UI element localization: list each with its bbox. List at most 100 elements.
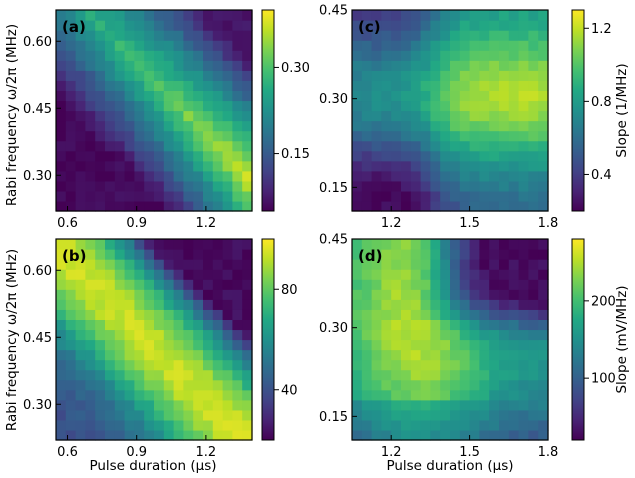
heatmap-cell — [410, 80, 422, 91]
heatmap-cell — [173, 170, 184, 182]
heatmap-cell — [85, 259, 96, 270]
heatmap-cell — [144, 90, 155, 102]
x-axis-title-right: Pulse duration (μs) — [386, 458, 513, 474]
heatmap-cell — [371, 419, 382, 431]
heatmap-cell — [114, 359, 126, 371]
heatmap-cell — [222, 279, 233, 290]
heatmap-cell — [222, 60, 233, 71]
heatmap-cell — [450, 409, 461, 421]
heatmap-cell — [518, 309, 529, 320]
heatmap-cell — [173, 339, 184, 351]
heatmap-cell — [75, 200, 86, 212]
panel-label: (d) — [358, 247, 382, 265]
heatmap-cell — [401, 100, 412, 112]
heatmap-cell — [193, 269, 204, 280]
heatmap-cell — [105, 319, 116, 331]
heatmap-cell — [242, 429, 253, 441]
heatmap-cell — [144, 379, 155, 391]
heatmap-cell — [371, 10, 382, 21]
y-tick-label: 0.30 — [23, 169, 52, 184]
heatmap-cell — [410, 120, 422, 132]
heatmap-cell — [538, 319, 549, 331]
heatmap-cell — [469, 60, 480, 71]
heatmap-cell — [401, 299, 412, 310]
heatmap-cell — [173, 40, 184, 51]
heatmap-cell — [105, 120, 116, 132]
heatmap-cell — [232, 359, 243, 371]
heatmap-cell — [391, 20, 402, 31]
heatmap-cell — [183, 429, 194, 441]
heatmap-cell — [361, 329, 373, 341]
heatmap-cell — [212, 309, 224, 320]
heatmap-cell — [371, 319, 382, 331]
heatmap-cell — [114, 389, 126, 401]
heatmap-cell — [489, 339, 500, 351]
heatmap-cell — [85, 150, 96, 162]
heatmap-cell — [469, 170, 480, 182]
heatmap-cell — [242, 10, 253, 21]
heatmap-cell — [391, 309, 402, 320]
heatmap-cell — [401, 249, 412, 260]
heatmap-cell — [222, 40, 233, 51]
heatmap-cell — [352, 269, 363, 280]
heatmap-cell — [401, 419, 412, 431]
heatmap-cell — [450, 419, 461, 431]
heatmap-cell — [203, 40, 214, 51]
colorbar-tick-label: 80 — [281, 283, 298, 298]
heatmap-cell — [183, 90, 194, 102]
heatmap-cell — [518, 130, 529, 142]
heatmap-cell — [352, 60, 363, 71]
heatmap-cell — [114, 239, 126, 250]
heatmap-cell — [212, 110, 224, 122]
heatmap-cell — [499, 379, 510, 391]
heatmap-cell — [56, 50, 67, 61]
heatmap-cell — [410, 279, 422, 290]
heatmap-cell — [410, 309, 422, 320]
heatmap-cell — [144, 249, 155, 260]
heatmap-cell — [193, 389, 204, 401]
heatmap-cell — [154, 279, 165, 290]
heatmap-cell — [212, 170, 224, 182]
heatmap-cell — [410, 190, 422, 202]
heatmap-cell — [56, 110, 67, 122]
heatmap-cell — [144, 349, 155, 361]
heatmap-cell — [183, 399, 194, 411]
heatmap-cell — [352, 349, 363, 361]
heatmap-cell — [85, 379, 96, 391]
heatmap-cell — [163, 60, 175, 71]
heatmap-cell — [232, 269, 243, 280]
heatmap-cell — [381, 140, 392, 152]
heatmap-cell — [203, 239, 214, 250]
heatmap-cell — [203, 110, 214, 122]
heatmap-cell — [75, 279, 86, 290]
heatmap-cell — [508, 279, 520, 290]
heatmap-cell — [420, 110, 431, 122]
heatmap-cell — [56, 359, 67, 371]
heatmap-cell — [242, 60, 253, 71]
heatmap-cell — [75, 389, 86, 401]
heatmap-cell — [381, 319, 392, 331]
heatmap-cell — [391, 419, 402, 431]
heatmap-cell — [381, 100, 392, 112]
heatmap-cell — [95, 239, 106, 250]
heatmap-cell — [65, 160, 77, 172]
heatmap-cell — [212, 30, 224, 41]
heatmap-cell — [183, 160, 194, 172]
heatmap-cell — [508, 200, 520, 212]
heatmap-cell — [401, 369, 412, 381]
heatmap-cell — [538, 110, 549, 122]
heatmap-cell — [361, 180, 373, 192]
heatmap-cell — [352, 100, 363, 112]
heatmap-cell — [242, 150, 253, 162]
heatmap-cell — [95, 80, 106, 91]
heatmap-cell — [518, 140, 529, 152]
heatmap-cell — [232, 409, 243, 421]
heatmap-cell — [499, 120, 510, 132]
heatmap-cell — [144, 279, 155, 290]
heatmap-cell — [114, 190, 126, 202]
heatmap-cell — [212, 329, 224, 341]
heatmap-cell — [410, 319, 422, 331]
heatmap-cell — [518, 379, 529, 391]
heatmap-cell — [114, 329, 126, 341]
